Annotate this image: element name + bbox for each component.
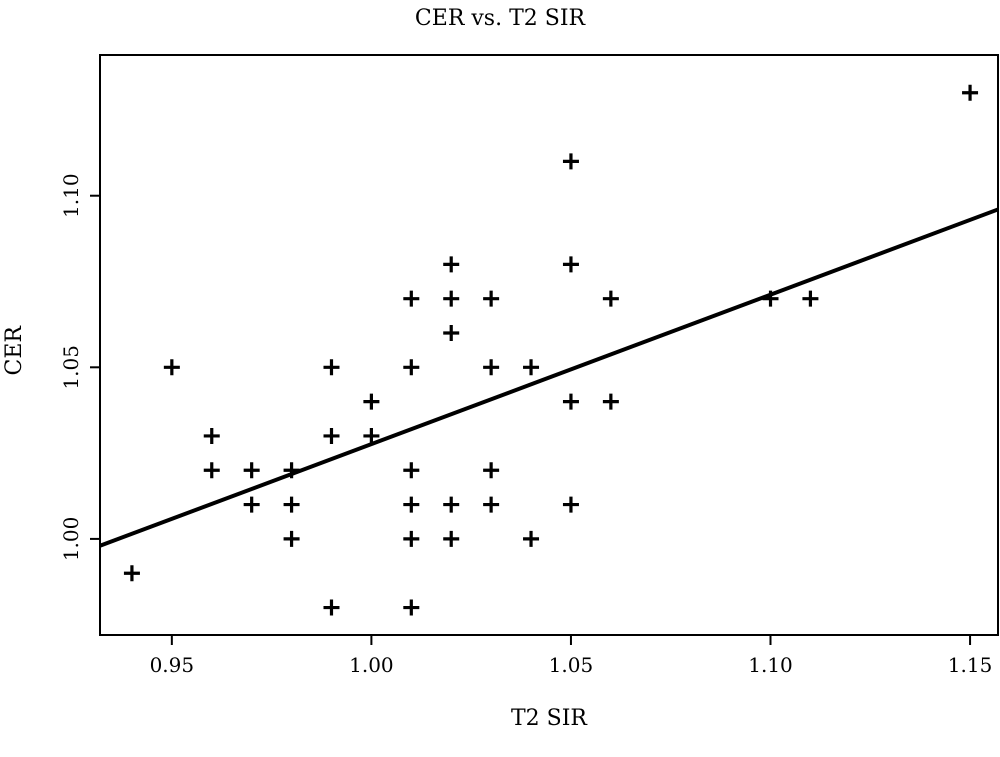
regression-line-layer: [99, 207, 999, 548]
data-point: [602, 290, 619, 307]
x-axis-label: T2 SIR: [511, 706, 587, 731]
data-point: [443, 290, 460, 307]
x-tick-label: 1.00: [349, 653, 394, 677]
data-point: [203, 427, 220, 444]
data-point: [323, 359, 340, 376]
y-tick-label: 1.10: [59, 173, 83, 218]
data-point: [483, 359, 500, 376]
data-point: [483, 462, 500, 479]
x-tick-label: 0.95: [150, 653, 195, 677]
x-tick-label: 1.15: [948, 653, 993, 677]
data-point: [523, 530, 540, 547]
data-point: [403, 359, 420, 376]
y-tick-label: 1.00: [59, 517, 83, 562]
data-point: [802, 290, 819, 307]
axis-ticks: 0.95 1.00 1.05 1.10 1.15 1.00 1.05 1.10: [59, 173, 992, 677]
y-tick-label: 1.05: [59, 345, 83, 390]
data-point: [962, 84, 979, 101]
chart-title: CER vs. T2 SIR: [414, 6, 586, 31]
data-point: [243, 462, 260, 479]
data-point: [483, 496, 500, 513]
data-point: [363, 393, 380, 410]
data-point: [403, 462, 420, 479]
data-point: [403, 290, 420, 307]
data-point: [523, 359, 540, 376]
data-point: [562, 256, 579, 273]
data-point: [403, 530, 420, 547]
data-point: [443, 324, 460, 341]
data-point: [562, 496, 579, 513]
data-point: [562, 393, 579, 410]
data-point: [443, 530, 460, 547]
y-axis-label: CER: [2, 326, 27, 376]
data-point: [443, 256, 460, 273]
plot-frame: [99, 54, 999, 636]
data-point: [602, 393, 619, 410]
data-points: [123, 84, 979, 616]
data-point: [283, 530, 300, 547]
data-point: [203, 462, 220, 479]
data-point: [283, 496, 300, 513]
data-point: [483, 290, 500, 307]
data-point: [403, 496, 420, 513]
regression-line: [99, 207, 999, 548]
data-point: [323, 599, 340, 616]
data-point: [562, 153, 579, 170]
data-point: [243, 496, 260, 513]
data-point: [123, 565, 140, 582]
x-tick-label: 1.10: [748, 653, 793, 677]
data-point: [443, 496, 460, 513]
data-point: [363, 427, 380, 444]
x-tick-label: 1.05: [549, 653, 594, 677]
data-point: [403, 599, 420, 616]
data-point: [323, 427, 340, 444]
data-point: [163, 359, 180, 376]
